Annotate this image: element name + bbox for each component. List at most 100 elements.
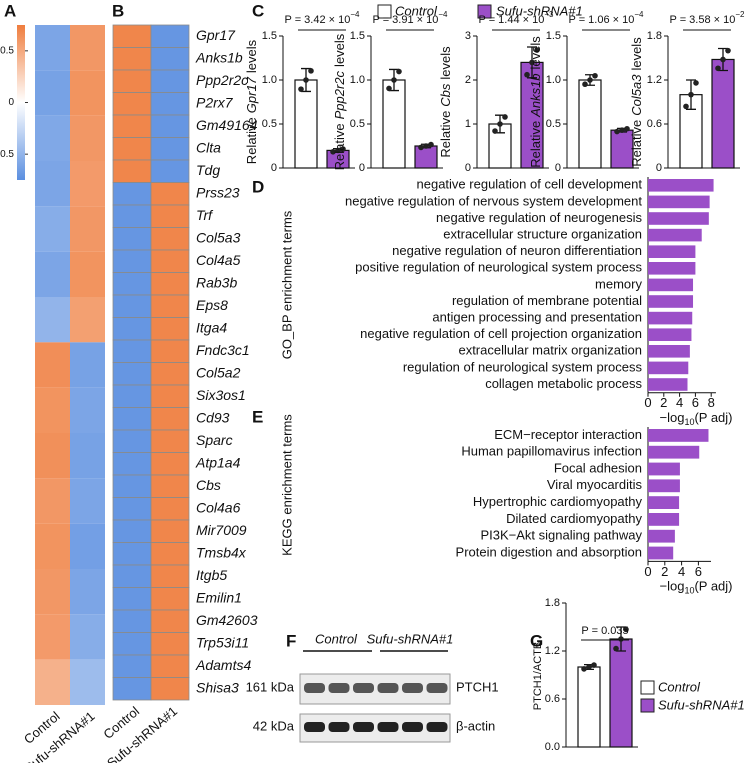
y-label-text: Relative	[332, 123, 347, 170]
legend-swatch	[377, 4, 392, 19]
heatmap-cell	[112, 159, 152, 183]
heatmap-cell	[150, 249, 190, 273]
y-label-gene: Gpr17	[244, 76, 259, 113]
y-axis-label: Relative Cbs levels	[438, 46, 453, 158]
category-label: Dilated cardiomyopathy	[506, 511, 642, 526]
y-tick-label: 0.6	[647, 118, 662, 130]
heatmap-cell	[150, 339, 190, 363]
blot-band	[426, 683, 448, 693]
y-label-gene: Col5a3	[629, 74, 644, 116]
x-label-sub: 10	[684, 417, 694, 427]
p-value-exp: −2	[735, 10, 745, 19]
heatmap-cell	[150, 47, 190, 71]
bar	[648, 429, 709, 442]
blot-band	[328, 722, 350, 732]
heatmap-cell	[150, 114, 190, 138]
x-tick-label: 8	[708, 395, 715, 410]
y-tick-label: 0	[359, 162, 365, 174]
category-label: Focal adhesion	[554, 460, 642, 475]
bar	[648, 311, 693, 325]
x-tick-label: 2	[661, 564, 668, 579]
y-tick-label: 1.0	[546, 74, 561, 86]
heatmap-cell	[150, 92, 190, 116]
bar	[648, 546, 674, 560]
heatmap-cell	[112, 362, 152, 386]
heatmap-cell	[150, 519, 190, 543]
p-value-exp: −4	[438, 10, 448, 19]
panel-label: C	[252, 1, 264, 20]
y-label-gene: Anks1b	[528, 73, 543, 117]
category-label: memory	[595, 276, 642, 291]
category-label: PI3K−Akt signaling pathway	[480, 528, 642, 543]
category-label: Protein digestion and absorption	[456, 544, 642, 559]
y-label-gene: Cbs	[438, 83, 453, 107]
panel-label: A	[4, 1, 16, 20]
category-label: negative regulation of neuron differenti…	[392, 243, 642, 258]
bar	[648, 496, 680, 509]
data-point	[529, 59, 535, 66]
colorbar-label: 0.5	[0, 45, 14, 56]
heatmap-cell	[112, 182, 152, 206]
group-label: Sufu-shRNA#1	[367, 631, 454, 646]
heatmap-cell	[150, 474, 190, 498]
heatmap-cell	[150, 362, 190, 386]
category-label: regulation of neurological system proces…	[403, 359, 643, 374]
bar	[648, 378, 688, 391]
category-label: extracellular matrix organization	[458, 343, 642, 358]
panel-label: D	[252, 177, 264, 196]
heatmap-cell	[35, 569, 70, 615]
legend-swatch	[640, 698, 655, 713]
y-tick-label: 0.5	[262, 118, 277, 130]
legend-label: Sufu-shRNA#1	[658, 697, 745, 712]
data-point	[586, 664, 592, 670]
heatmap-cell	[35, 614, 70, 660]
heatmap-cell	[70, 387, 105, 433]
p-value-text: P = 3.42 × 10	[285, 14, 351, 26]
y-tick-label: 0.5	[546, 118, 561, 130]
gene-label: Adamts4	[195, 657, 251, 673]
heatmap-cell	[150, 587, 190, 611]
data-point	[308, 68, 314, 74]
gene-label: Itgb5	[196, 567, 227, 583]
heatmap-cell	[70, 342, 105, 388]
data-point	[619, 127, 625, 133]
data-point	[386, 85, 392, 92]
heatmap-cell	[35, 206, 70, 252]
heatmap-cell	[150, 384, 190, 408]
y-tick-label: 1.0	[262, 74, 277, 86]
y-tick-label: 0	[465, 162, 471, 174]
x-tick-label: 2	[660, 395, 667, 410]
y-tick-label: 1.8	[545, 597, 560, 609]
data-point	[534, 47, 540, 53]
y-tick-label: 0	[656, 162, 662, 174]
p-value-text: P = 1.44 × 10	[479, 14, 545, 26]
p-value-exp: −3	[544, 10, 554, 19]
band-name: PTCH1	[456, 679, 499, 694]
x-tick-label: 0	[644, 564, 651, 579]
y-axis-label: Relative Ppp2r2c levels	[332, 33, 347, 170]
heatmap-cell	[35, 297, 70, 343]
heatmap-cell	[150, 632, 190, 656]
blot-band	[353, 722, 374, 732]
heatmap-cell	[112, 249, 152, 273]
heatmap-cell	[150, 204, 190, 228]
gene-label: P2rx7	[196, 94, 234, 110]
data-point	[624, 125, 630, 132]
bar	[648, 513, 680, 526]
bar	[382, 79, 406, 169]
category-label: negative regulation of cell projection o…	[360, 326, 642, 341]
gene-label: Tdg	[196, 162, 220, 178]
data-point	[524, 71, 530, 78]
bar	[648, 212, 709, 225]
y-tick-label: 1.5	[262, 30, 277, 42]
colorbar-label: 0	[8, 97, 14, 108]
heatmap-cell	[150, 182, 190, 206]
y-tick-label: 1.5	[546, 30, 561, 42]
y-tick-label: 1.0	[350, 74, 365, 86]
category-label: positive regulation of neurological syst…	[355, 260, 642, 275]
bar	[648, 328, 692, 341]
y-tick-label: 0.0	[545, 741, 560, 753]
p-value: P = 0.035	[581, 625, 628, 637]
heatmap-cell	[150, 24, 190, 48]
gene-label: Eps8	[196, 297, 228, 313]
